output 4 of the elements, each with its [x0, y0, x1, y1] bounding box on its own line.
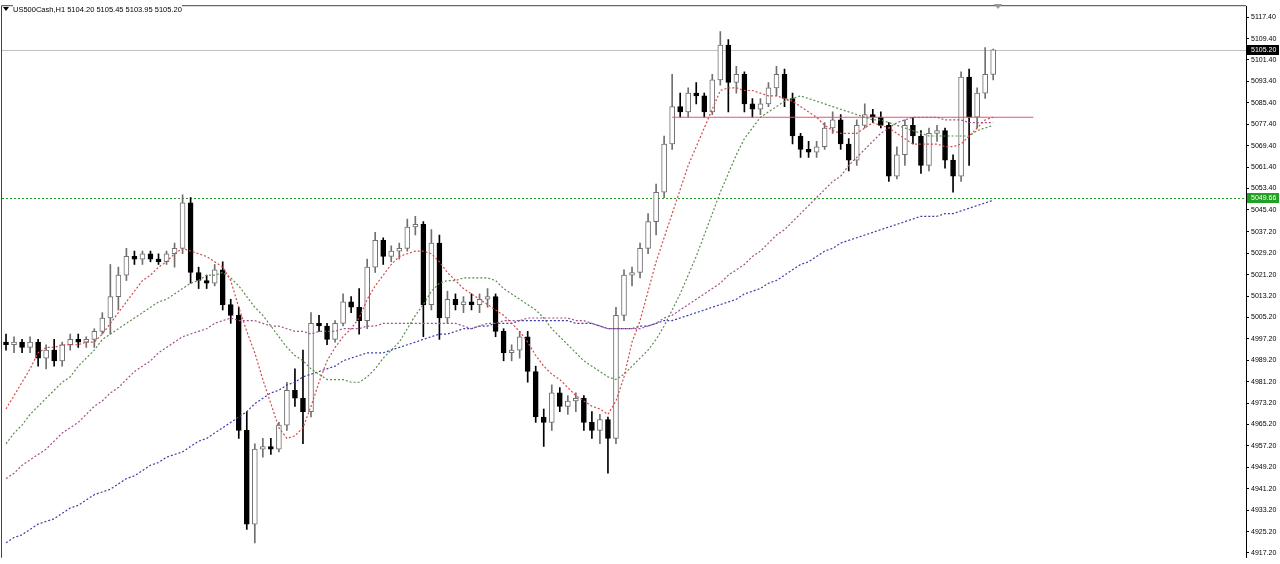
candlestick	[300, 349, 306, 445]
candlestick	[629, 266, 635, 287]
line-series	[5, 199, 994, 544]
candlestick	[540, 408, 547, 447]
